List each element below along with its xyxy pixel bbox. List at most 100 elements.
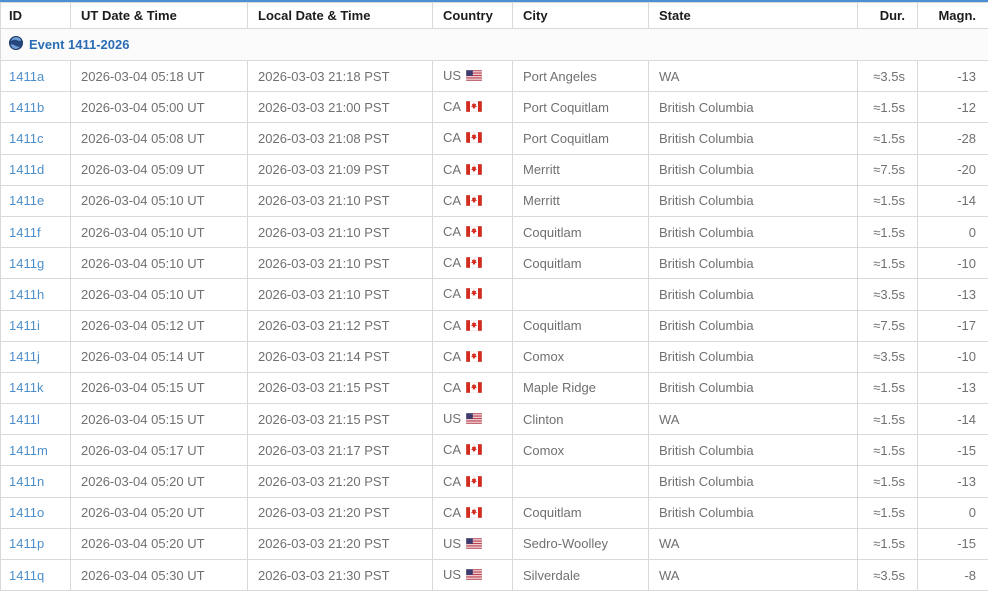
event-id-link[interactable]: 1411k — [9, 380, 44, 396]
event-id-link[interactable]: 1411b — [9, 99, 45, 115]
state-cell: British Columbia — [648, 371, 858, 405]
local-datetime-cell-text: 2026-03-03 21:10 PST — [258, 224, 390, 240]
table-row: 1411i 2026-03-04 05:12 UT 2026-03-03 21:12… — [0, 309, 988, 342]
local-datetime-cell: 2026-03-03 21:10 PST — [247, 278, 433, 311]
city-cell-text: Port Coquitlam — [523, 99, 609, 115]
canada-flag-icon — [465, 287, 483, 302]
ut-datetime-cell: 2026-03-04 05:10 UT — [70, 247, 248, 280]
city-cell-text: Coquitlam — [523, 255, 582, 271]
event-id-link[interactable]: 1411a — [9, 68, 45, 84]
magnitude-cell: -15 — [917, 434, 988, 467]
city-cell: Clinton — [512, 403, 649, 436]
city-cell-text: Coquitlam — [523, 505, 582, 521]
event-id-link[interactable]: 1411h — [9, 286, 45, 302]
state-cell: British Columbia — [648, 247, 858, 280]
duration-cell-text: ≈1.5s — [873, 442, 905, 458]
duration-cell: ≈3.5s — [857, 278, 918, 311]
state-cell: British Columbia — [648, 309, 858, 342]
local-datetime-cell: 2026-03-03 21:14 PST — [247, 340, 433, 373]
magnitude-cell: -13 — [917, 59, 988, 93]
event-id-link[interactable]: 1411i — [9, 318, 40, 334]
duration-cell: ≈3.5s — [857, 340, 918, 373]
column-header-magnitude: Magn. — [917, 2, 988, 29]
event-id-link[interactable]: 1411o — [9, 505, 45, 521]
magnitude-cell-text: -15 — [957, 536, 976, 552]
state-cell-text: WA — [659, 536, 680, 552]
duration-cell-text: ≈1.5s — [873, 411, 905, 427]
country-cell: CA — [432, 309, 513, 342]
ut-datetime-cell-text: 2026-03-04 05:10 UT — [81, 286, 205, 302]
event-id-link[interactable]: 1411n — [9, 474, 45, 490]
state-cell-text: British Columbia — [659, 224, 754, 240]
event-id-cell: 1411l — [0, 403, 71, 436]
city-cell-text: Comox — [523, 442, 565, 458]
event-id-link[interactable]: 1411f — [9, 224, 41, 240]
state-cell-text: British Columbia — [659, 130, 754, 146]
magnitude-cell-text: 0 — [968, 505, 976, 521]
table-row: 1411m 2026-03-04 05:17 UT 2026-03-03 21:17… — [0, 434, 988, 467]
city-cell: Silverdale — [512, 558, 649, 591]
ut-datetime-cell: 2026-03-04 05:18 UT — [70, 59, 248, 93]
magnitude-cell-text: -10 — [957, 255, 976, 271]
event-id-cell: 1411i — [0, 309, 71, 342]
magnitude-cell-text: -28 — [957, 130, 976, 146]
local-datetime-cell: 2026-03-03 21:20 PST — [247, 465, 433, 498]
event-id-link[interactable]: 1411e — [9, 193, 45, 209]
country-cell: CA — [432, 153, 513, 186]
ut-datetime-cell-text: 2026-03-04 05:09 UT — [81, 162, 205, 178]
local-datetime-cell: 2026-03-03 21:18 PST — [247, 59, 433, 93]
canada-flag-icon — [465, 131, 483, 146]
event-id-link[interactable]: 1411l — [9, 411, 40, 427]
event-id-link[interactable]: 1411d — [9, 162, 45, 178]
ut-datetime-cell-text: 2026-03-04 05:08 UT — [81, 130, 205, 146]
local-datetime-cell-text: 2026-03-03 21:12 PST — [258, 318, 390, 334]
state-cell: British Columbia — [648, 340, 858, 373]
event-id-cell: 1411h — [0, 278, 71, 311]
event-group-label: Event 1411-2026 — [29, 37, 130, 52]
state-cell: WA — [648, 59, 858, 93]
ut-datetime-cell-text: 2026-03-04 05:10 UT — [81, 193, 205, 209]
ut-datetime-cell-text: 2026-03-04 05:20 UT — [81, 474, 205, 490]
magnitude-cell-text: -13 — [957, 68, 976, 84]
duration-cell-text: ≈3.5s — [873, 286, 905, 302]
event-id-link[interactable]: 1411c — [9, 130, 44, 146]
us-flag-icon — [465, 412, 483, 427]
column-header-id: ID — [0, 2, 71, 29]
event-id-cell: 1411b — [0, 91, 71, 124]
state-cell-text: WA — [659, 567, 680, 583]
event-id-link[interactable]: 1411p — [9, 536, 45, 552]
city-cell-text: Maple Ridge — [523, 380, 596, 396]
ut-datetime-cell: 2026-03-04 05:10 UT — [70, 278, 248, 311]
ut-datetime-cell-text: 2026-03-04 05:14 UT — [81, 349, 205, 365]
country-cell: CA — [432, 122, 513, 155]
country-cell: US — [432, 527, 513, 561]
duration-cell: ≈1.5s — [857, 465, 918, 498]
local-datetime-cell: 2026-03-03 21:20 PST — [247, 496, 433, 529]
duration-cell-text: ≈1.5s — [873, 193, 905, 209]
event-id-link[interactable]: 1411m — [9, 442, 48, 458]
city-cell: Coquitlam — [512, 215, 649, 249]
ut-datetime-cell: 2026-03-04 05:09 UT — [70, 153, 248, 186]
local-datetime-cell-text: 2026-03-03 21:00 PST — [258, 99, 390, 115]
event-id-link[interactable]: 1411q — [9, 567, 45, 583]
country-cell: US — [432, 403, 513, 436]
ut-datetime-cell: 2026-03-04 05:12 UT — [70, 309, 248, 342]
event-id-link[interactable]: 1411j — [9, 349, 40, 365]
event-id-cell: 1411j — [0, 340, 71, 373]
city-cell: Coquitlam — [512, 309, 649, 342]
event-id-link[interactable]: 1411g — [9, 255, 45, 271]
magnitude-cell: -10 — [917, 340, 988, 373]
magnitude-cell-text: -20 — [957, 162, 976, 178]
city-cell: Port Coquitlam — [512, 91, 649, 124]
event-id-cell: 1411m — [0, 434, 71, 467]
ut-datetime-cell-text: 2026-03-04 05:20 UT — [81, 536, 205, 552]
state-cell-text: British Columbia — [659, 505, 754, 521]
table-row: 1411p 2026-03-04 05:20 UT 2026-03-03 21:20… — [0, 527, 988, 561]
country-code-label: CA — [443, 442, 462, 458]
state-cell: WA — [648, 527, 858, 561]
event-group-link[interactable]: Event 1411-2026 — [9, 36, 129, 53]
country-cell: US — [432, 59, 513, 93]
canada-flag-icon — [465, 506, 483, 521]
state-cell-text: British Columbia — [659, 318, 754, 334]
